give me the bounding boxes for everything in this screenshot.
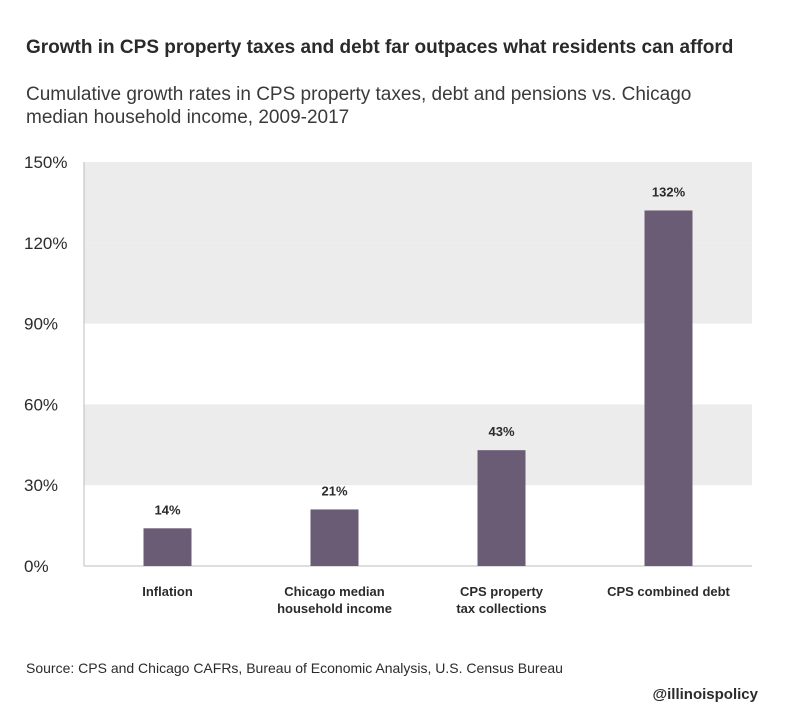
data-label: 21% xyxy=(321,483,347,498)
grid-band xyxy=(84,242,752,324)
brand-handle: @illinoispolicy xyxy=(652,686,758,703)
bar xyxy=(310,509,359,566)
grid-band xyxy=(84,404,752,486)
y-tick-label: 30% xyxy=(24,476,58,495)
data-label: 14% xyxy=(154,502,180,517)
y-tick-label: 0% xyxy=(24,557,49,576)
bar xyxy=(644,210,693,567)
bar xyxy=(477,450,526,566)
chart-title: Growth in CPS property taxes and debt fa… xyxy=(26,37,734,58)
data-label: 132% xyxy=(652,184,686,199)
chart-subtitle: Cumulative growth rates in CPS property … xyxy=(26,84,692,128)
x-tick-label: household income xyxy=(277,601,392,616)
x-tick-label: CPS property xyxy=(460,584,544,599)
data-label: 43% xyxy=(488,424,514,439)
y-tick-label: 120% xyxy=(24,234,67,253)
bar-chart: 0% 30% 60% 90% 120% 150% 14% Inflation 21% Chicag… xyxy=(24,153,752,616)
x-tick-label: Chicago median xyxy=(284,584,384,599)
grid-band xyxy=(84,162,752,243)
x-tick-label: Inflation xyxy=(142,584,193,599)
bar xyxy=(143,528,192,566)
x-tick-label: tax collections xyxy=(456,601,546,616)
y-tick-label: 60% xyxy=(24,395,58,414)
x-tick-label: CPS combined debt xyxy=(607,584,730,599)
y-tick-label: 150% xyxy=(24,153,67,172)
source-note: Source: CPS and Chicago CAFRs, Bureau of… xyxy=(26,660,563,676)
y-tick-label: 90% xyxy=(24,315,58,334)
